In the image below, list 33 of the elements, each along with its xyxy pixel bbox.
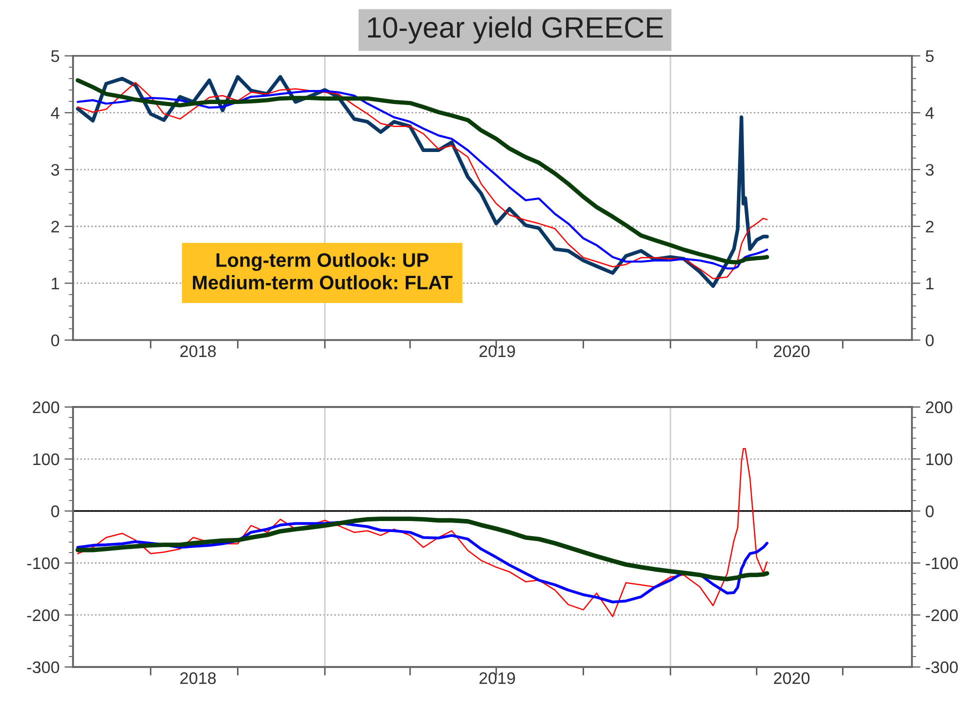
y2-tick-label: 200	[926, 401, 952, 414]
y-tick-label: -200	[27, 609, 60, 622]
annotation: Long-term Outlook: UP Medium-term Outlook: FLAT	[192, 252, 452, 290]
y-tick-label: 0	[51, 505, 60, 518]
x-tick-label: 2019	[479, 672, 515, 684]
y-tick-label: -100	[27, 557, 60, 570]
x-tick-label: 2018	[180, 672, 216, 684]
y-tick-label: -300	[27, 661, 60, 674]
y2-tick-label: 100	[926, 453, 952, 466]
y-tick-label: 5	[51, 50, 60, 62]
y2-tick-label: 0	[926, 334, 934, 346]
y2-tick-label: -300	[926, 661, 958, 674]
y-tick-label: 3	[51, 164, 60, 176]
y-tick-label: 0	[51, 334, 60, 346]
y2-tick-label: 3	[926, 164, 934, 176]
y-tick-label: 1	[52, 278, 60, 290]
x-tick-label: 2020	[774, 672, 810, 684]
y2-tick-label: -100	[926, 557, 958, 570]
y2-tick-label: 1	[926, 278, 934, 290]
chart-title: 10-year yield GREECE	[368, 16, 663, 44]
x-tick-label: 2019	[479, 345, 515, 358]
y-tick-label: 2	[51, 220, 59, 232]
y2-tick-label: 2	[926, 220, 934, 232]
y-tick-label: 4	[50, 107, 60, 119]
y2-tick-label: -200	[926, 609, 958, 622]
y2-tick-label: 4	[925, 107, 934, 119]
y-tick-label: 200	[32, 401, 60, 414]
x-tick-label: 2018	[180, 345, 216, 358]
line-series	[76, 516, 770, 582]
y2-tick-label: 5	[926, 50, 934, 62]
y2-tick-label: 0	[926, 505, 934, 518]
x-tick-label: 2020	[774, 345, 810, 358]
y-tick-label: 100	[33, 453, 60, 466]
